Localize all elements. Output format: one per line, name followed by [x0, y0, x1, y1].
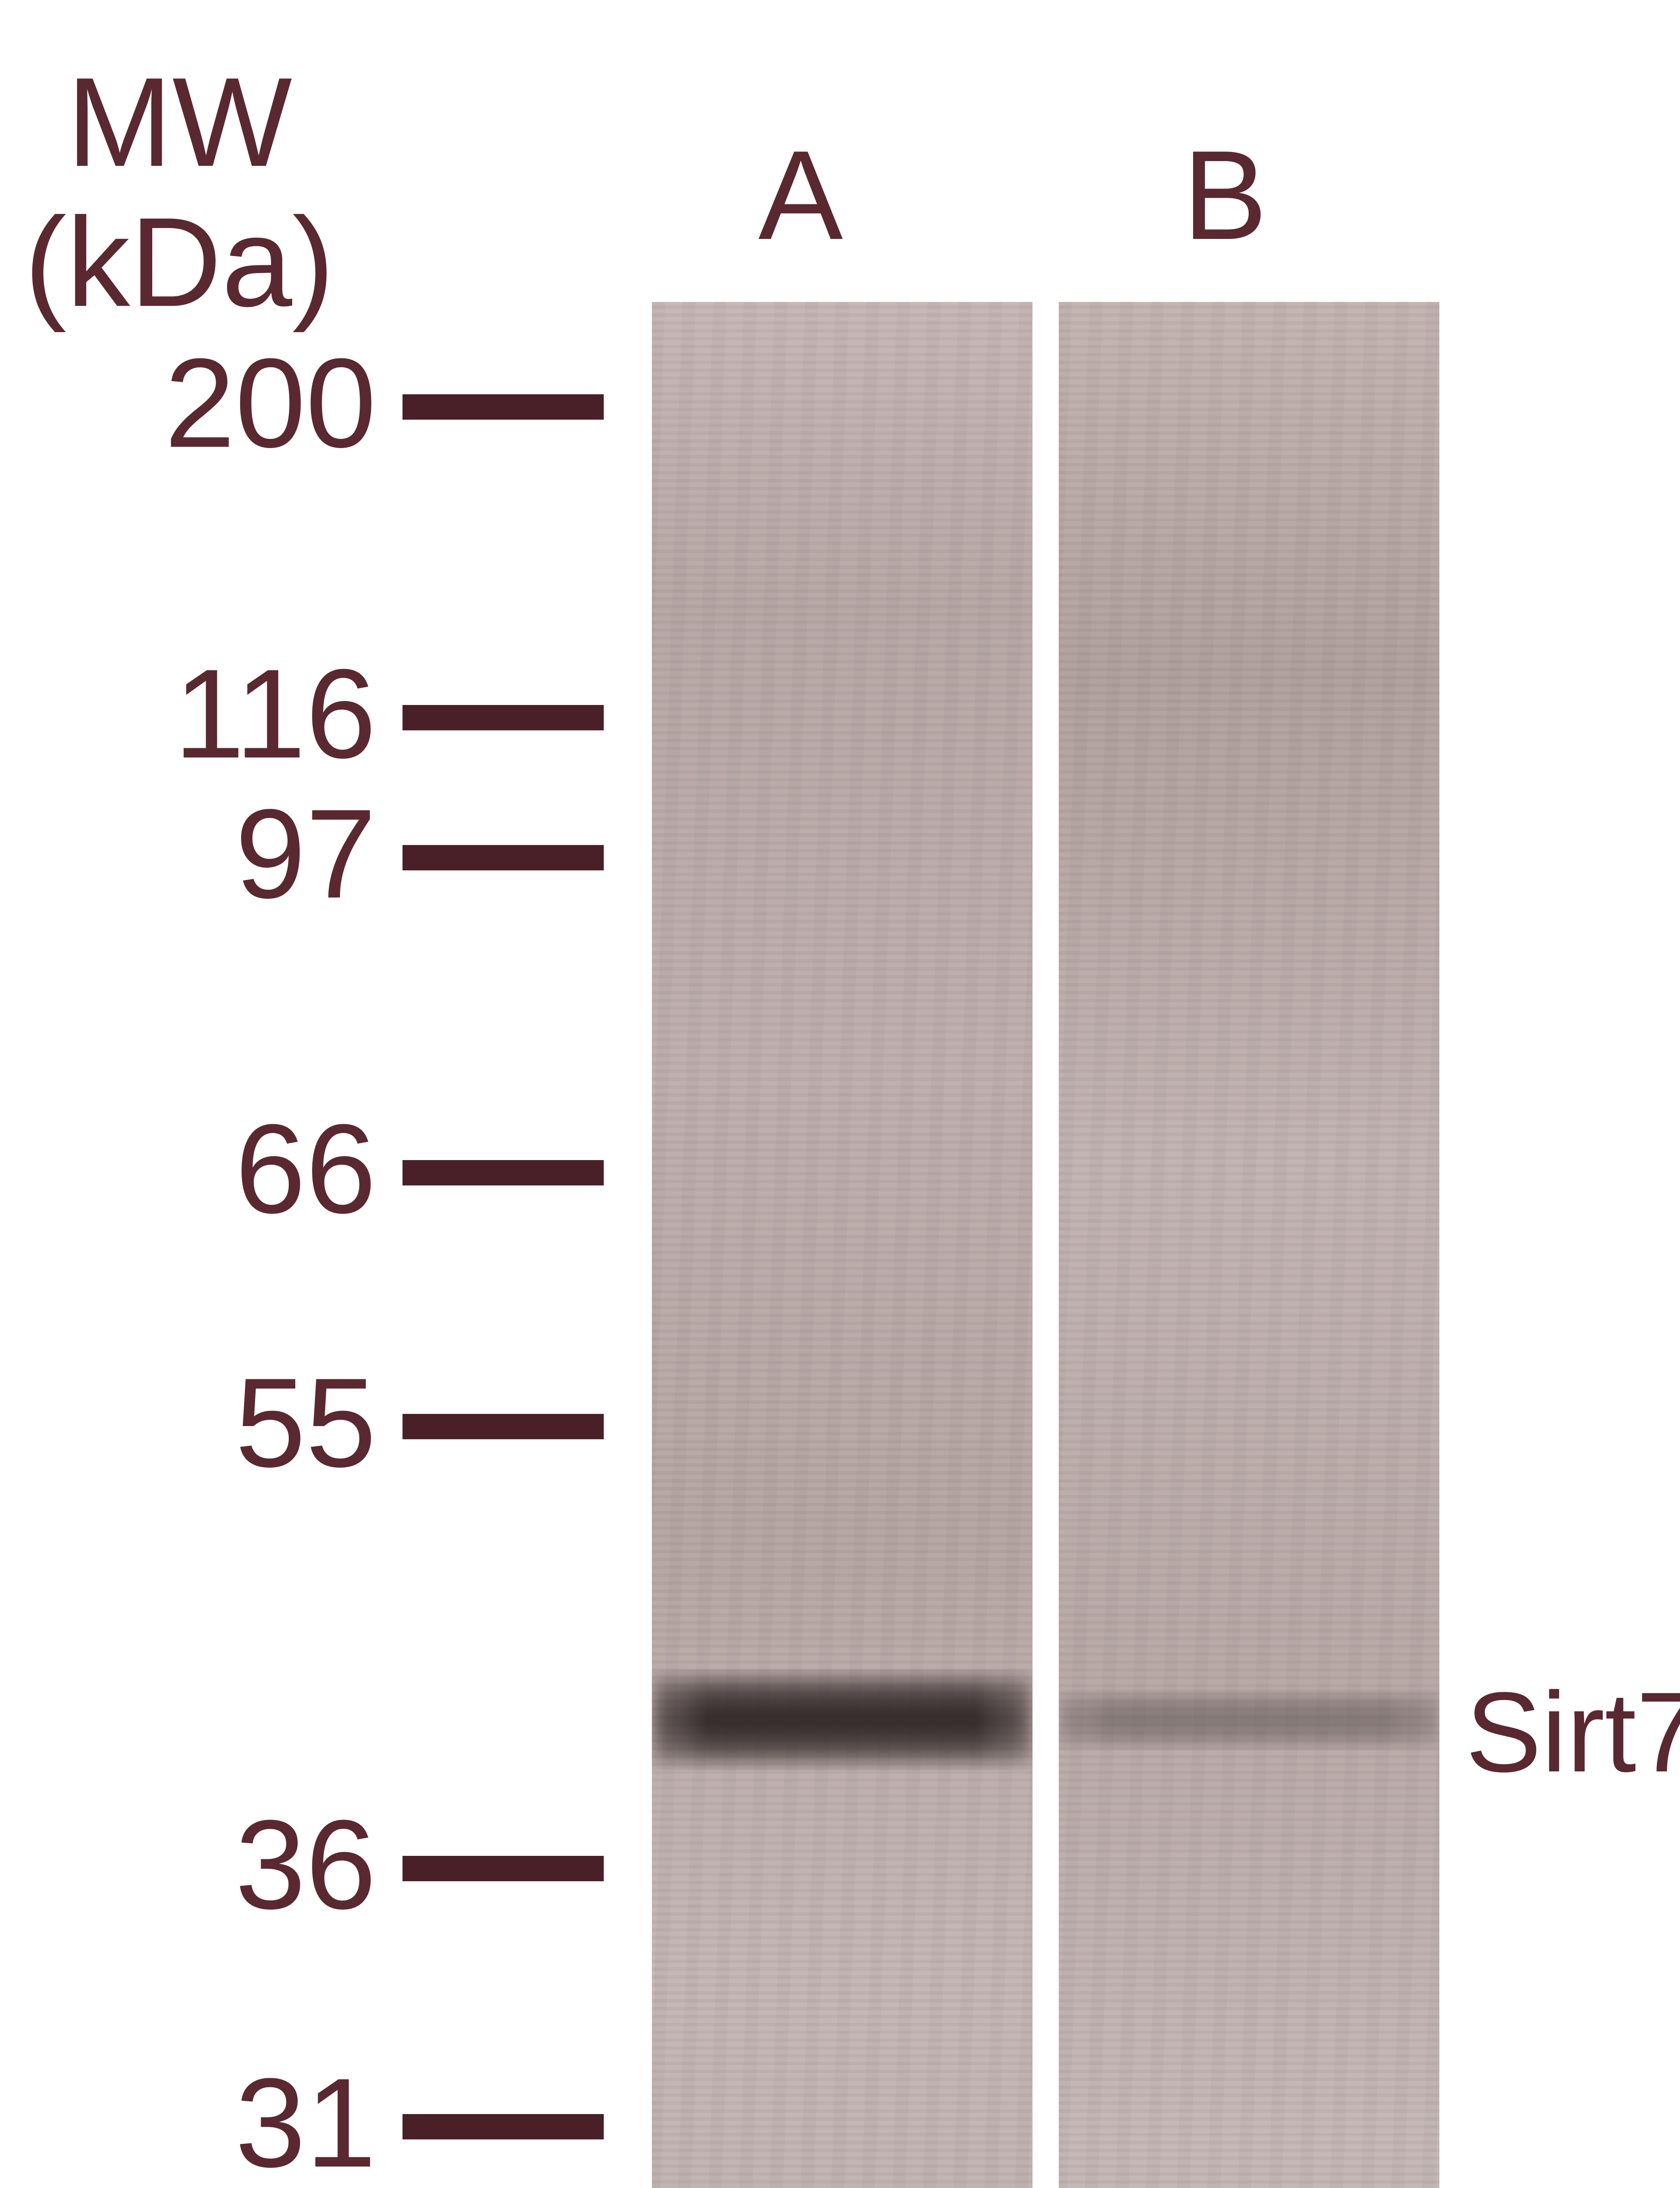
marker-tick-66: [402, 1160, 604, 1185]
mw-heading-line2: (kDa): [22, 193, 337, 332]
lane-b-membrane: [1059, 302, 1439, 2188]
marker-label-31: 31: [235, 2050, 376, 2188]
band-sirt7-lane-b: [1059, 1689, 1439, 1750]
marker-label-55: 55: [235, 1350, 376, 1496]
lane-b: [1059, 302, 1439, 2188]
lane-label-b: B: [1181, 123, 1269, 268]
marker-label-97: 97: [235, 781, 376, 927]
western-blot-figure: MW (kDa) A B 200116976655363121146 Sirt7: [0, 0, 1680, 2188]
mw-heading-line1: MW: [44, 53, 315, 192]
band-annotation-sirt7: Sirt7: [1466, 1667, 1680, 1798]
marker-label-36: 36: [235, 1792, 376, 1938]
marker-tick-200: [402, 394, 604, 420]
marker-tick-31: [402, 2114, 604, 2139]
marker-label-200: 200: [164, 330, 376, 476]
marker-tick-97: [402, 845, 604, 870]
marker-tick-116: [402, 705, 604, 730]
band-sirt7-lane-a: [652, 1669, 1032, 1770]
lane-a: [652, 302, 1032, 2188]
marker-label-116: 116: [174, 641, 376, 787]
lane-label-a: A: [757, 123, 844, 268]
lane-a-membrane: [652, 302, 1032, 2188]
marker-label-66: 66: [235, 1096, 376, 1242]
marker-tick-55: [402, 1414, 604, 1439]
marker-tick-36: [402, 1856, 604, 1881]
